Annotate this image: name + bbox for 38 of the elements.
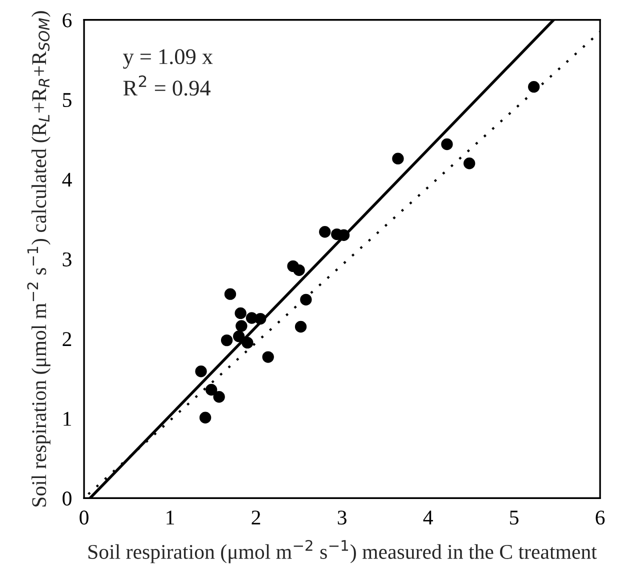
point [242, 336, 254, 349]
y-tick-label: 3 [62, 252, 72, 266]
point [233, 330, 245, 342]
point [464, 158, 476, 170]
x-tick-label: 5 [510, 510, 518, 525]
y-tick-label: 2 [62, 332, 72, 346]
point [236, 320, 248, 332]
point [234, 307, 246, 320]
point [293, 264, 305, 276]
x-tick-label: 1 [166, 510, 174, 524]
annotation: R$^{2}$ = 0.94 [123, 75, 210, 96]
y-tick-label: 6 [62, 13, 72, 28]
point [300, 294, 312, 306]
point [262, 351, 274, 363]
x-tick-label: 4 [423, 510, 433, 524]
point [224, 288, 236, 300]
point [441, 138, 453, 150]
point [205, 384, 218, 396]
point [319, 226, 331, 238]
point [199, 412, 212, 424]
point [392, 152, 404, 164]
x-tick-label: 2 [252, 510, 260, 524]
point [213, 391, 225, 403]
point [528, 80, 540, 93]
x-tick-label: 0 [80, 510, 88, 525]
y-tick-label: 1 [64, 412, 71, 426]
x-axis-title: Soil respiration (μmol m$^{−2}$ s$^{−1}$) measured in the C treatment [88, 540, 597, 564]
annotation: y = 1.09 x [123, 49, 213, 69]
y-tick-label: 0 [62, 492, 72, 506]
point [220, 334, 233, 346]
text: Soil respiration (μmol m$^{−2}$ s$^{−1}$) calculated (R$_{L}$+R$_{R}$+R$_{SOM}$) [27, 11, 50, 506]
y-tick-label: 4 [62, 172, 72, 187]
x-tick-label: 6 [596, 510, 605, 525]
x-tick-label: 3 [338, 510, 346, 525]
point [254, 312, 266, 325]
point [195, 366, 207, 378]
y-tick-label: 5 [63, 93, 72, 108]
point [294, 320, 307, 333]
